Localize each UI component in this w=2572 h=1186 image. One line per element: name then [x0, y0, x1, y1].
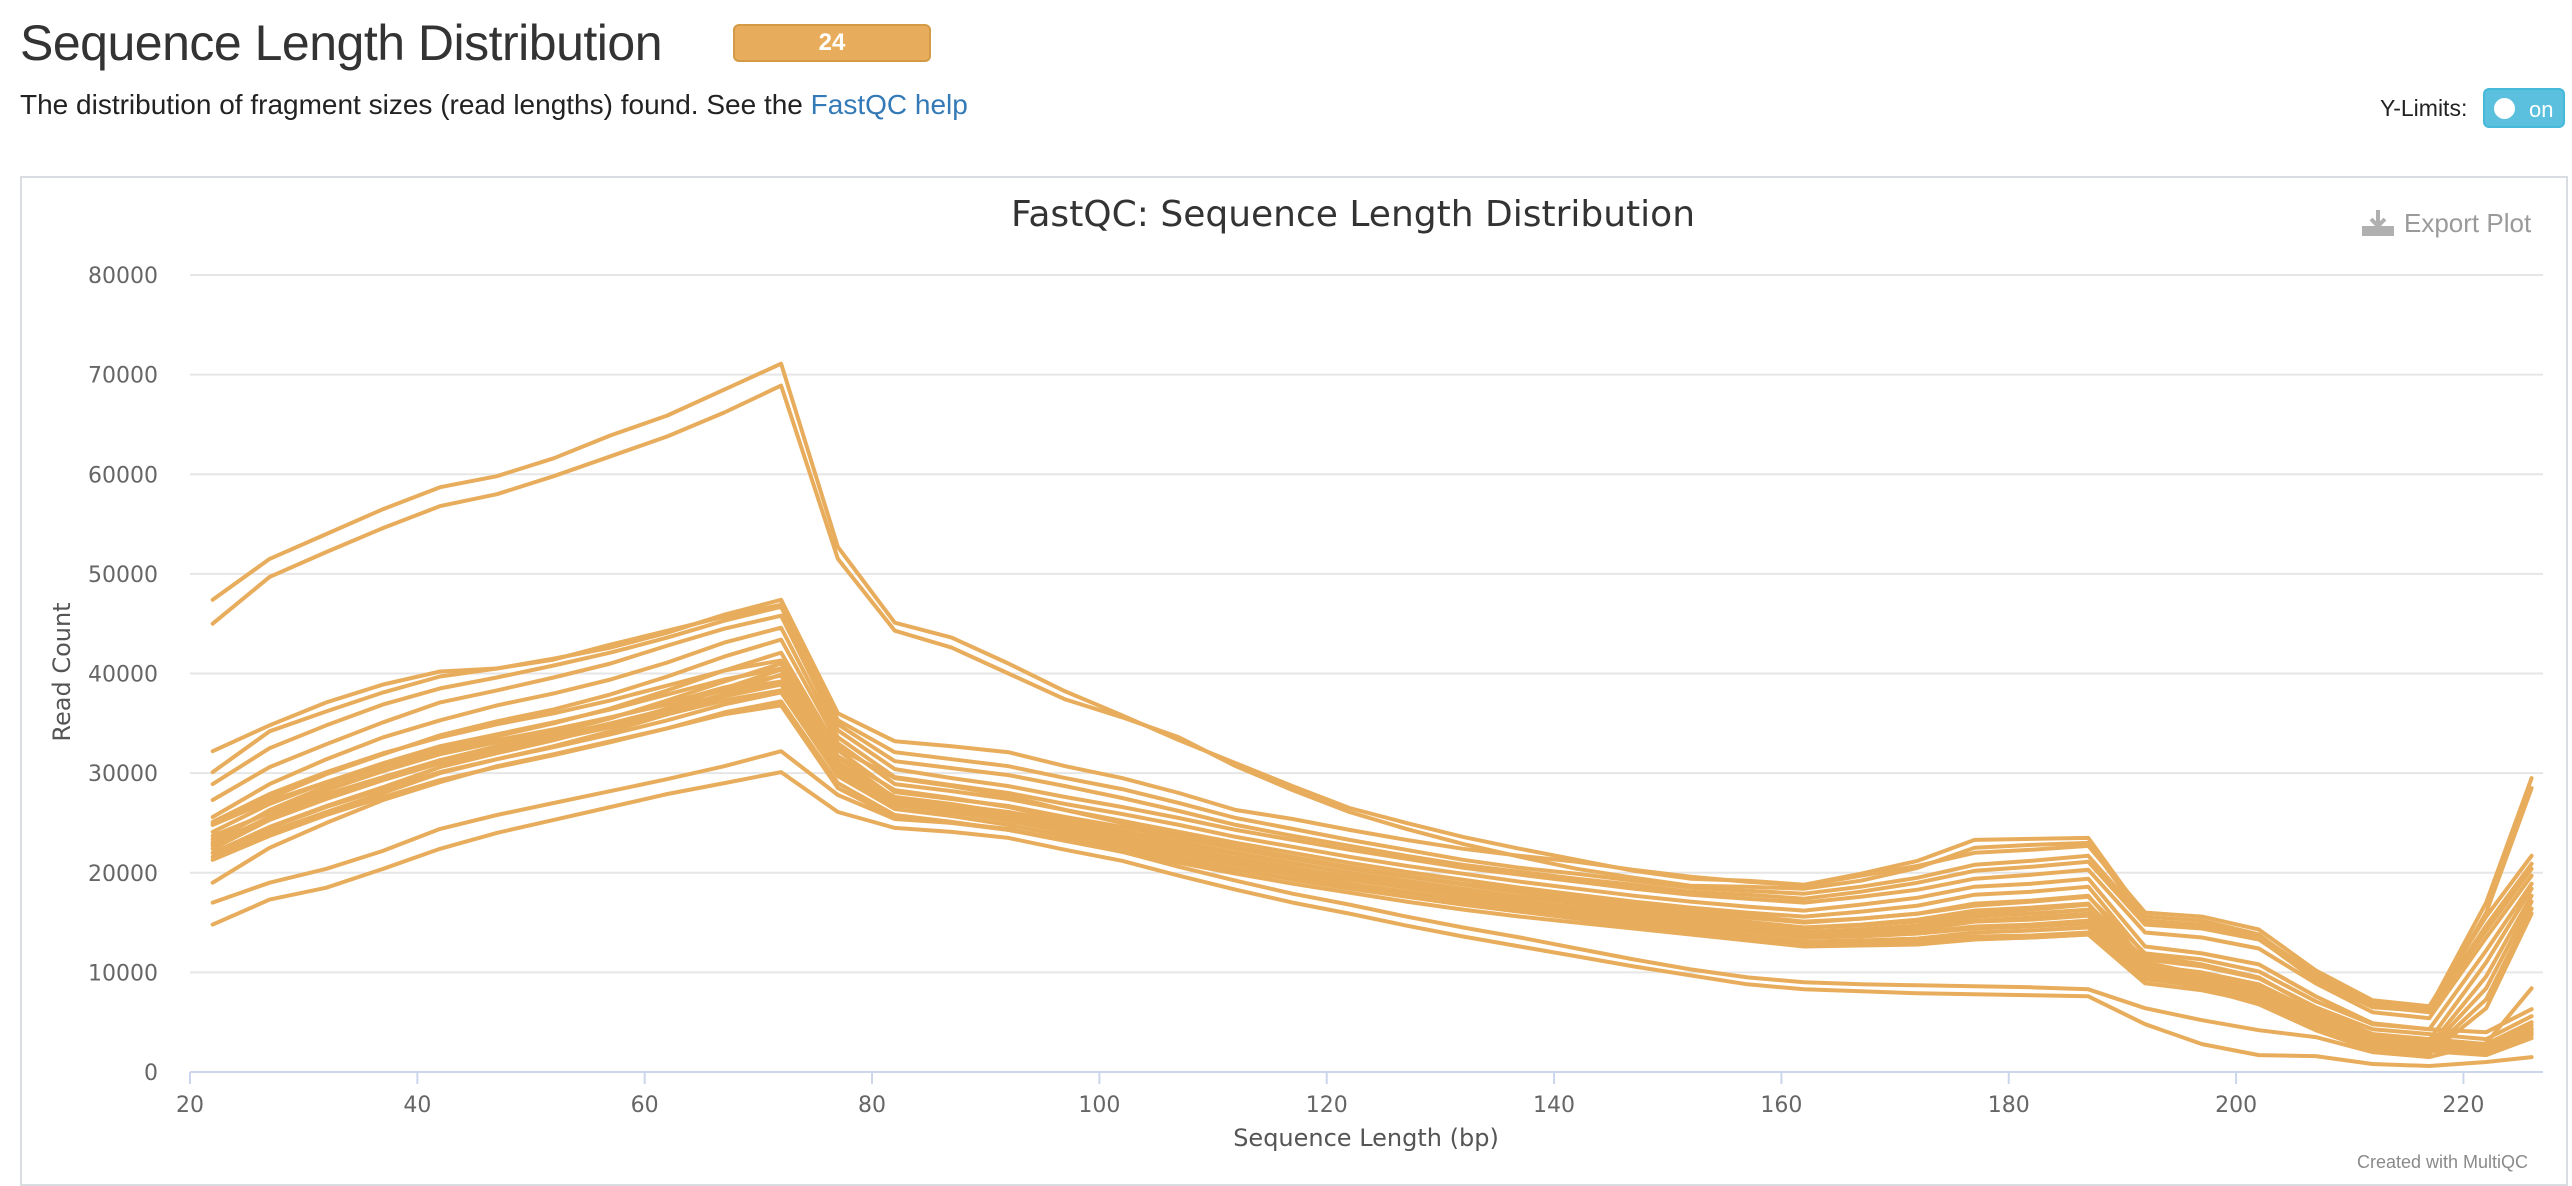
series-line-23[interactable] — [210, 770, 2534, 1068]
y-tick-label: 10000 — [88, 961, 158, 986]
x-tick-label: 20 — [176, 1093, 204, 1118]
series-line-21[interactable] — [210, 703, 2534, 1055]
series-lines[interactable] — [210, 361, 2534, 1068]
x-tick-label: 140 — [1533, 1093, 1575, 1118]
x-tick-label: 200 — [2215, 1093, 2257, 1118]
credits-text: Created with MultiQC — [2357, 1152, 2529, 1172]
y-tick-label: 0 — [144, 1061, 158, 1086]
series-line-4[interactable] — [210, 602, 2534, 1013]
y-tick-label: 80000 — [88, 264, 158, 289]
ylimits-label: Y-Limits: — [2380, 95, 2468, 121]
x-tick-label: 120 — [1306, 1093, 1348, 1118]
series-line-14[interactable] — [210, 666, 2534, 1042]
description-text: The distribution of fragment sizes (read… — [20, 89, 811, 120]
series-line-13[interactable] — [210, 658, 2534, 1035]
x-tick-label: 100 — [1078, 1093, 1120, 1118]
x-tick-label: 160 — [1760, 1093, 1802, 1118]
y-tick-label: 30000 — [88, 762, 158, 787]
series-line-24[interactable] — [210, 681, 2534, 1052]
section-title: Sequence Length Distribution — [20, 15, 663, 71]
y-axis-label: Read Count — [48, 602, 76, 741]
export-plot-button[interactable]: Export Plot — [2360, 208, 2531, 239]
y-tick-label: 40000 — [88, 663, 158, 688]
series-line-5[interactable] — [210, 604, 2534, 1015]
toggle-knob-icon — [2494, 98, 2515, 119]
chart-container — [20, 176, 2568, 1186]
y-tick-label: 60000 — [88, 463, 158, 488]
chart-title: FastQC: Sequence Length Distribution — [1011, 194, 1695, 235]
sample-count-badge[interactable]: 24 — [733, 24, 931, 62]
series-line-1[interactable] — [210, 361, 2534, 1011]
x-tick-label: 40 — [403, 1093, 431, 1118]
x-tick-label: 60 — [631, 1093, 659, 1118]
series-line-6[interactable] — [210, 613, 2534, 1021]
x-tick-label: 180 — [1988, 1093, 2030, 1118]
y-axis-ticks: 0 10000 20000 30000 40000 50000 60000 70000 8000… — [88, 264, 158, 1086]
x-axis-ticks: 20 40 60 80 100 120 140 160 180 200 220 — [176, 1072, 2484, 1118]
series-line-8[interactable] — [210, 637, 2534, 1043]
download-icon — [2362, 210, 2394, 236]
ylimits-toggle-label: on — [2529, 97, 2554, 122]
section-description: The distribution of fragment sizes (read… — [20, 89, 968, 121]
series-line-7[interactable] — [210, 625, 2534, 1032]
x-tick-label: 80 — [858, 1093, 886, 1118]
y-tick-label: 20000 — [88, 862, 158, 887]
y-tick-label: 70000 — [88, 364, 158, 389]
ylimits-toggle[interactable]: on — [2483, 88, 2565, 128]
y-tick-label: 50000 — [88, 563, 158, 588]
x-tick-label: 220 — [2442, 1093, 2484, 1118]
series-line-19[interactable] — [210, 679, 2534, 1049]
series-line-3[interactable] — [210, 597, 2534, 1009]
fastqc-help-link[interactable]: FastQC help — [810, 89, 968, 120]
x-axis-label: Sequence Length (bp) — [1233, 1124, 1499, 1152]
series-line-22[interactable] — [210, 749, 2534, 1060]
export-plot-label: Export Plot — [2404, 208, 2532, 238]
